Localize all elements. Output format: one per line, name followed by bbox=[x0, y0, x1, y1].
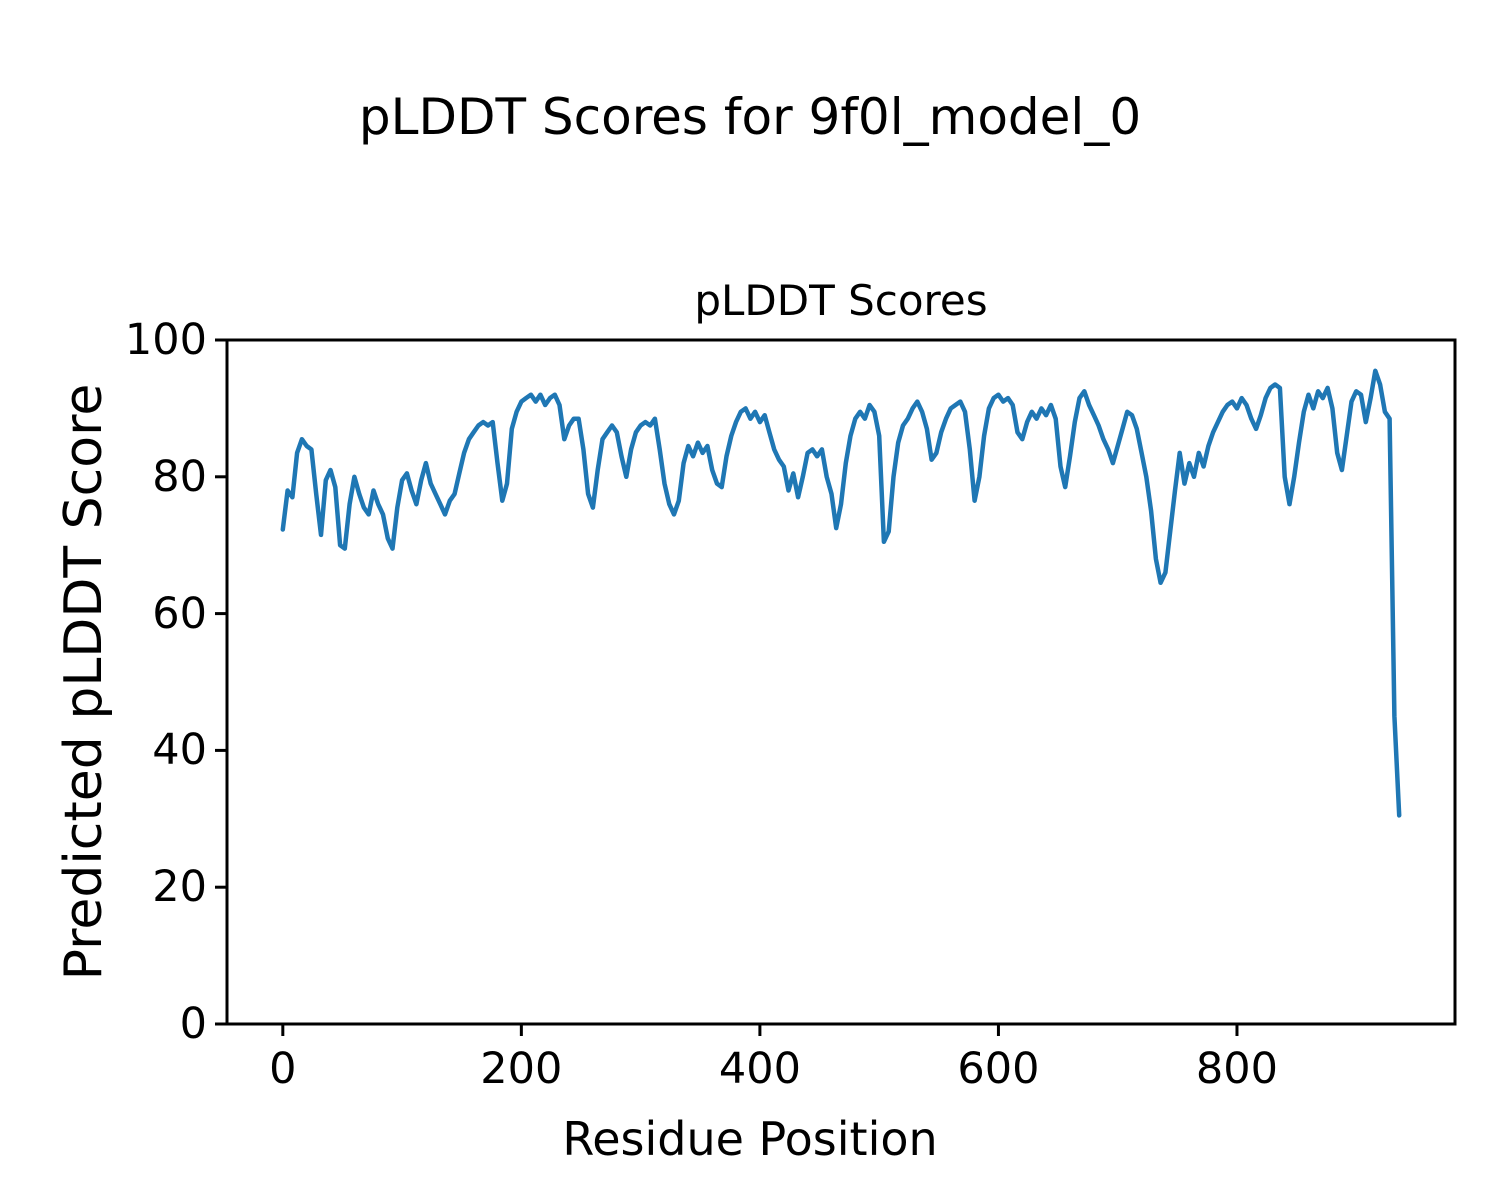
y-tick-label: 20 bbox=[152, 862, 207, 913]
y-tick-label: 100 bbox=[124, 315, 207, 365]
plddt-line bbox=[280, 368, 1402, 818]
y-tick-label: 0 bbox=[179, 999, 207, 1049]
axes-spines bbox=[225, 338, 1457, 1026]
x-axis-label: Residue Position bbox=[562, 1112, 938, 1166]
y-tick-label: 40 bbox=[152, 725, 207, 776]
axes-title: pLDDT Scores bbox=[694, 276, 988, 325]
y-tick-label: 60 bbox=[152, 588, 207, 639]
x-tick-label: 400 bbox=[718, 1044, 801, 1094]
figure-title: pLDDT Scores for 9f0l_model_0 bbox=[358, 88, 1142, 146]
y-tick-label: 80 bbox=[152, 451, 207, 502]
x-tick-label: 800 bbox=[1195, 1044, 1279, 1094]
x-tick-label: 200 bbox=[480, 1044, 563, 1094]
x-tick-label: 0 bbox=[269, 1044, 297, 1094]
x-tick-label: 600 bbox=[957, 1044, 1040, 1094]
